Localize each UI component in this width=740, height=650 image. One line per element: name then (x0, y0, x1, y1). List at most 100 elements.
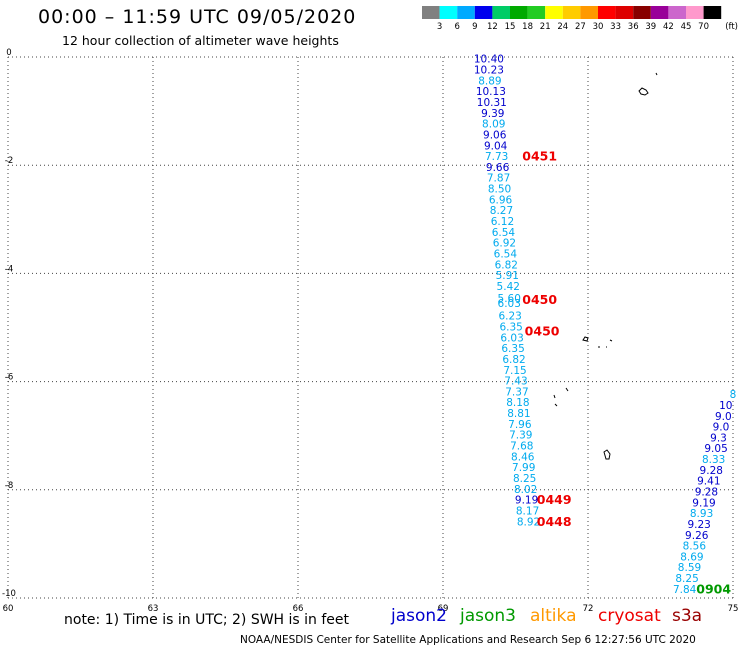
note-text: note: 1) Time is in UTC; 2) SWH is in fe… (64, 612, 350, 628)
swh-value-label: 7.43 (504, 376, 527, 388)
sat-label-s3a: s3a (672, 606, 703, 626)
swh-value-label: 6.92 (493, 238, 516, 250)
legend-swatch (510, 6, 528, 19)
legend-tick-label: 9 (472, 22, 477, 32)
swh-value-label: 6.82 (495, 259, 518, 271)
swh-value-label: 9.66 (486, 162, 510, 174)
swh-value-label: 5.42 (497, 281, 520, 293)
x-tick-label: 69 (438, 604, 449, 614)
swh-value-label: 6.03 (498, 298, 521, 310)
swh-value-label: 9.19 (692, 497, 715, 509)
sat-label-jason3: jason3 (460, 606, 516, 626)
legend-swatch (527, 6, 546, 19)
grid-lines (7, 56, 734, 599)
legend-swatch (439, 6, 458, 19)
legend-swatch (457, 6, 475, 19)
legend-tick-label: 42 (663, 22, 674, 32)
swh-value-label: 10 (719, 400, 732, 412)
swh-value-label: 7.84 (673, 584, 697, 596)
y-tick-label: -10 (2, 589, 16, 599)
swh-value-label: 7.39 (509, 430, 532, 442)
x-tick-label: 63 (148, 604, 159, 614)
swh-value-label: 9.23 (687, 519, 710, 531)
swh-value-label: 8.92 (517, 516, 540, 528)
island-outline (638, 87, 649, 96)
swh-value-label: 8.46 (511, 451, 535, 463)
swh-value-label: 8.33 (702, 454, 725, 466)
island-outline (598, 339, 613, 348)
island-outline (655, 72, 658, 76)
swh-value-label: 7.37 (505, 386, 528, 398)
y-tick-label: -2 (5, 156, 13, 166)
legend-swatch (668, 6, 686, 19)
swh-value-label: 7.73 (485, 151, 508, 163)
y-tick-label: -4 (5, 264, 13, 274)
chart-subtitle: 12 hour collection of altimeter wave hei… (62, 33, 339, 48)
legend-tick-label: 24 (557, 22, 568, 32)
chart-title: 00:00 – 11:59 UTC 09/05/2020 (38, 6, 357, 28)
island-outline (553, 387, 569, 407)
island-outline (582, 336, 589, 342)
sat-label-altika: altika (530, 606, 577, 626)
pass-time-label: 0448 (537, 514, 572, 529)
y-tick-label: -6 (5, 373, 13, 383)
legend-tick-label: 70 (698, 22, 709, 32)
swh-value-label: 8.59 (678, 562, 701, 574)
swh-value-label: 9.04 (484, 140, 508, 152)
swh-value-label: 9.0 (713, 422, 730, 434)
swh-value-label: 8 (730, 389, 737, 401)
swh-value-label: 10.40 (474, 54, 504, 66)
swh-value-label: 8.09 (482, 119, 505, 131)
legend-unit: (ft) (725, 22, 738, 32)
swh-value-label: 6.35 (501, 343, 524, 355)
sat-label-cryosat: cryosat (598, 606, 661, 626)
legend-swatch (562, 6, 581, 19)
island-outline (603, 449, 611, 460)
legend-tick-label: 30 (593, 22, 604, 32)
color-legend: 3 6 9 12 15 18 21 24 27 30 33 36 39 42 45 70 (ft) (422, 6, 738, 32)
swh-value-label: 5.91 (496, 270, 519, 282)
legend-swatch (422, 6, 440, 19)
swh-value-label: 8.25 (513, 473, 536, 485)
legend-tick-label: 45 (681, 22, 692, 32)
swh-value-label: 8.89 (478, 75, 501, 87)
legend-swatch (633, 6, 651, 19)
legend-tick-label: 15 (505, 22, 516, 32)
swh-value-label: 9.26 (685, 530, 709, 542)
islands (553, 72, 658, 460)
legend-tick-label: 33 (610, 22, 621, 32)
x-tick-label: 66 (293, 604, 304, 614)
swh-value-label: 10.13 (476, 86, 506, 98)
swh-value-label: 9.28 (700, 465, 723, 477)
legend-swatch (703, 6, 722, 19)
swh-value-label: 7.96 (508, 419, 532, 431)
swh-value-label: 8.93 (690, 508, 713, 520)
pass-time-label: 0449 (537, 492, 572, 507)
swh-value-label: 9.41 (697, 476, 720, 488)
legend-swatch (474, 6, 493, 19)
swh-value-label: 8.18 (506, 397, 529, 409)
legend-tick-label: 39 (645, 22, 656, 32)
swh-value-label: 6.82 (502, 354, 525, 366)
legend-tick-label: 6 (454, 22, 459, 32)
y-tick-label: 0 (6, 48, 11, 58)
pass-time-label: 0904 (696, 581, 731, 596)
legend-tick-label: 12 (487, 22, 498, 32)
pass-time-label: 0451 (522, 149, 557, 164)
legend-tick-label: 27 (575, 22, 586, 32)
swh-value-label: 10.23 (474, 65, 504, 77)
swh-value-label: 6.12 (491, 216, 514, 228)
legend-tick-label: 36 (628, 22, 639, 32)
legend-tick-label: 3 (437, 22, 442, 32)
swh-value-label: 5.60 (498, 293, 521, 305)
swh-value-label: 7.68 (510, 441, 533, 453)
swh-value-label: 6.35 (499, 322, 522, 334)
swh-value-label: 8.50 (488, 184, 511, 196)
wave-height-points: 10.4010.238.8910.1310.319.398.099.069.04… (474, 54, 736, 596)
y-tick-label: -8 (5, 481, 13, 491)
legend-swatch (580, 6, 598, 19)
swh-value-label: 9.05 (704, 443, 727, 455)
credit-line: NOAA/NESDIS Center for Satellite Applica… (240, 634, 696, 646)
